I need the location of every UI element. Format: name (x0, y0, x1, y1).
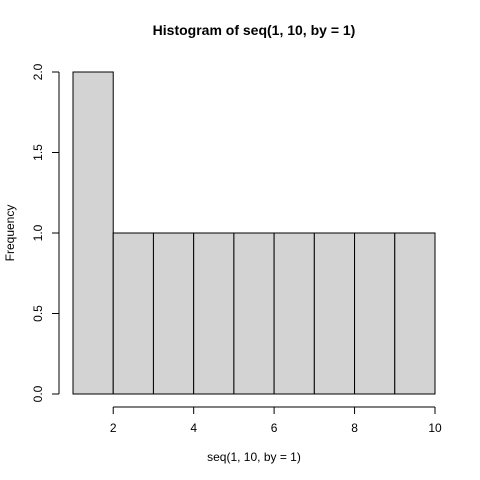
histogram-bar-1 (72, 71, 114, 395)
x-tick-label-2: 2 (110, 421, 117, 435)
histogram-bar-6 (273, 232, 315, 395)
x-axis: 2 4 6 8 10 (110, 406, 442, 435)
histogram-bar-4 (193, 232, 235, 395)
y-tick-label-1.5: 1.5 (31, 144, 45, 161)
y-tick-label-0.0: 0.0 (31, 385, 45, 402)
histogram-bar-8 (354, 232, 396, 395)
histogram-bar-7 (313, 232, 356, 395)
x-axis-label: seq(1, 10, by = 1) (207, 450, 301, 464)
x-tick-label-6: 6 (271, 421, 278, 435)
y-axis: 0.0 0.5 1.0 1.5 2.0 (31, 63, 60, 402)
y-tick-label-0.5: 0.5 (31, 305, 45, 322)
y-tick-label-2.0: 2.0 (31, 63, 45, 80)
chart-title: Histogram of seq(1, 10, by = 1) (153, 22, 356, 38)
x-tick-label-4: 4 (190, 421, 197, 435)
y-axis-label: Frequency (3, 205, 17, 262)
histogram-bar-9 (394, 232, 436, 395)
x-tick-label-8: 8 (351, 421, 358, 435)
histogram-bar-5 (233, 232, 275, 395)
x-tick-label-10: 10 (428, 421, 442, 435)
y-tick-label-1.0: 1.0 (31, 224, 45, 241)
histogram-bar-2 (112, 232, 154, 395)
histogram-bar-3 (152, 232, 195, 395)
bars-group (72, 71, 436, 395)
